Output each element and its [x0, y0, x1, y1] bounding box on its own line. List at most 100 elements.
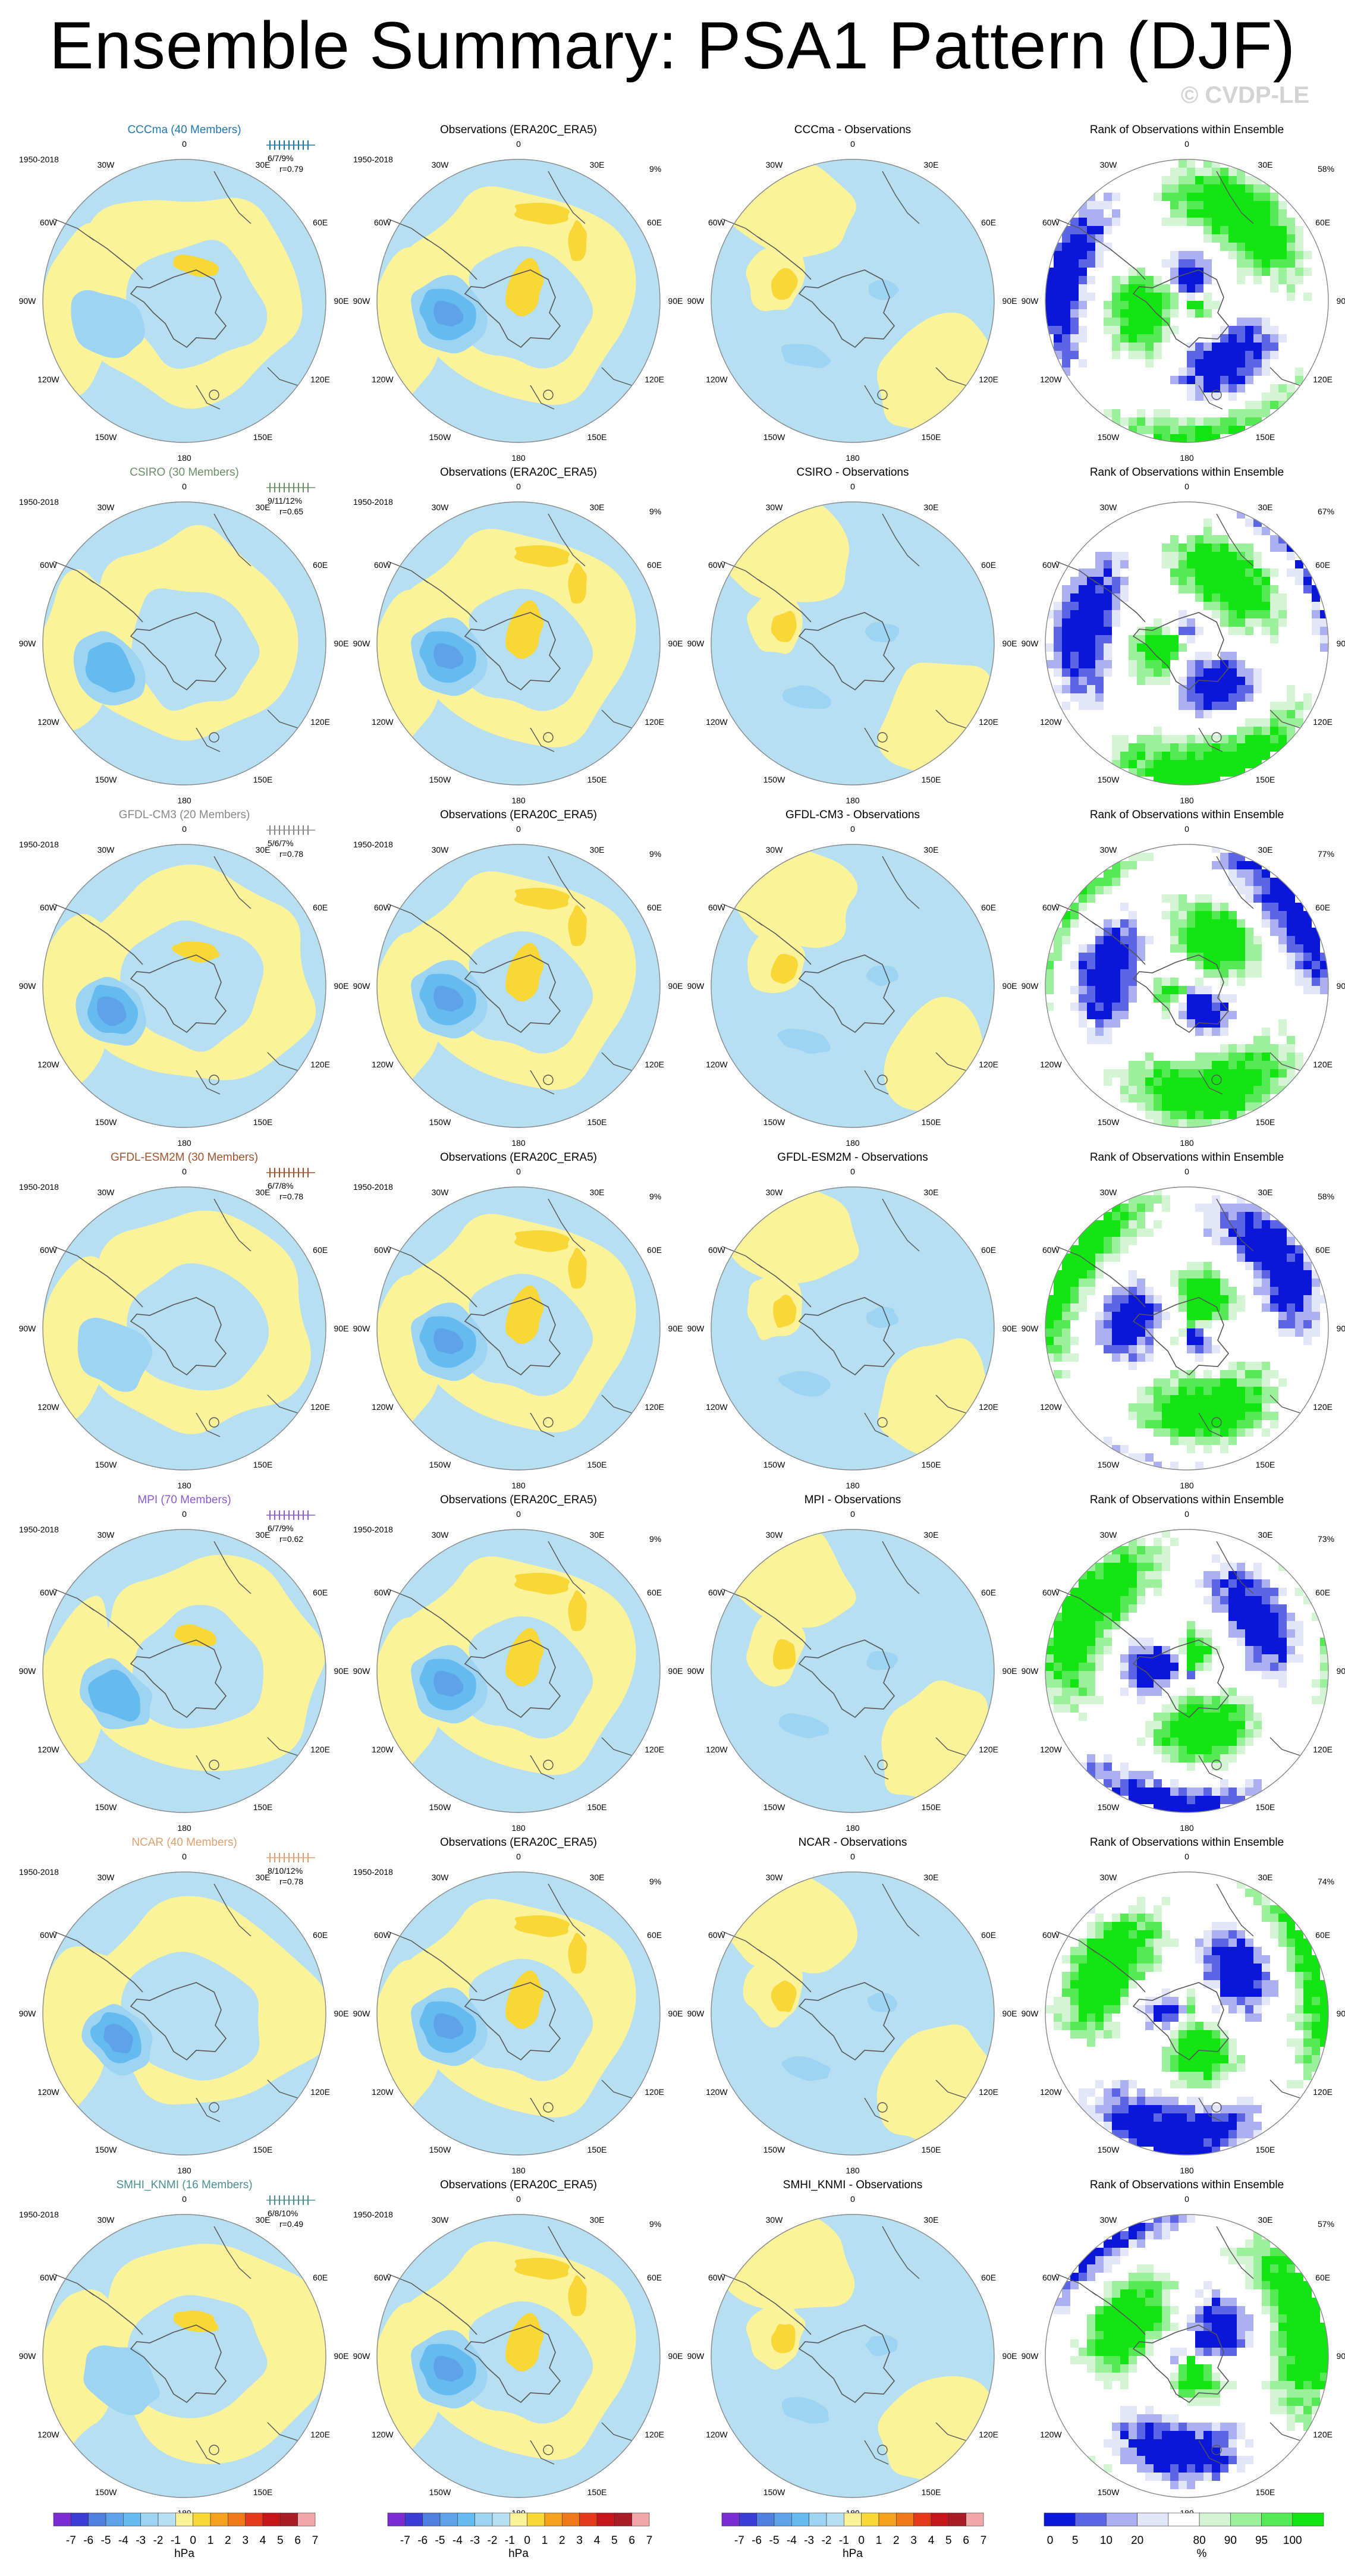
- longitude-label: 90E: [334, 2351, 349, 2361]
- longitude-label: 60W: [708, 1245, 725, 1255]
- years-label: 1950-2018: [19, 1867, 59, 1877]
- longitude-label: 30E: [255, 1530, 271, 1540]
- longitude-label: 120W: [706, 1060, 728, 1069]
- colorbar-tick: 10: [1099, 2534, 1113, 2547]
- member-spread-plot: [266, 825, 315, 835]
- pattern-correlation: r=0.78: [279, 849, 304, 859]
- longitude-label: 150W: [95, 774, 117, 784]
- low-pressure-center: [433, 643, 464, 670]
- longitude-label: 150E: [1255, 1802, 1275, 1812]
- variance-stats: 9/11/12%: [268, 496, 303, 505]
- colorbar-swatches: [53, 2512, 316, 2527]
- variance-stats: 6/7/8%: [268, 1181, 294, 1190]
- colorbar-tick: -7: [400, 2534, 410, 2547]
- longitude-label: 30W: [97, 1873, 115, 1883]
- longitude-label: 0: [182, 1167, 187, 1176]
- longitude-label: 0: [182, 1852, 187, 1861]
- longitude-label: 60W: [39, 1245, 57, 1255]
- panel-title: Observations (ERA20C_ERA5): [440, 466, 597, 479]
- longitude-label: 120W: [37, 375, 59, 384]
- longitude-label: 150E: [253, 2144, 273, 2154]
- longitude-label: 120E: [310, 2087, 330, 2097]
- longitude-label: 150E: [921, 432, 941, 442]
- longitude-label: 30E: [1258, 845, 1273, 855]
- rank-percent: 57%: [1318, 2219, 1335, 2229]
- longitude-label: 60W: [1042, 2273, 1060, 2282]
- low-pressure-center: [781, 344, 831, 369]
- colorbar-tick: 4: [593, 2534, 601, 2547]
- longitude-label: 180: [846, 2166, 860, 2175]
- longitude-label: 180: [177, 453, 191, 463]
- low-pressure-center: [71, 290, 145, 358]
- longitude-label: 120W: [37, 2087, 59, 2097]
- panel-title: NCAR - Observations: [798, 1836, 907, 1849]
- high-pressure-center: [514, 202, 570, 225]
- longitude-label: 60E: [647, 903, 662, 912]
- longitude-label: 180: [511, 1823, 526, 1833]
- panel-title: Rank of Observations within Ensemble: [1089, 1151, 1284, 1164]
- map-boundary: [376, 1871, 661, 2156]
- colorbar-tick: -2: [821, 2534, 832, 2547]
- longitude-label: 120W: [706, 2087, 728, 2097]
- years-label: 1950-2018: [353, 497, 393, 507]
- high-pressure-center: [514, 1572, 570, 1595]
- polar-map: [42, 844, 326, 1128]
- longitude-label: 60E: [1315, 1588, 1331, 1597]
- rank-percent: 74%: [1318, 1877, 1335, 1886]
- longitude-label: 30E: [1258, 2215, 1273, 2225]
- longitude-label: 120E: [979, 2430, 998, 2439]
- colorbar-tick: 80: [1193, 2534, 1206, 2547]
- longitude-label: 180: [846, 1823, 860, 1833]
- polar-map: [42, 2214, 326, 2498]
- longitude-label: 150W: [763, 2487, 785, 2497]
- longitude-label: 120E: [979, 375, 998, 384]
- panel-title: CCCma (40 Members): [127, 124, 241, 136]
- longitude-label: 120E: [645, 717, 664, 727]
- longitude-label: 150W: [763, 774, 785, 784]
- longitude-label: 150W: [1097, 432, 1120, 442]
- longitude-label: 120E: [1313, 1402, 1333, 1412]
- rank-panel: Rank of Observations within Ensemble 0 30E…: [1020, 2179, 1345, 2518]
- longitude-label: 0: [182, 1509, 187, 1519]
- longitude-label: 90W: [18, 1666, 36, 1676]
- hpa-colorbar: -7 -6 -5 -4 -3 -2 -1 0 1 2 3 4 5 6 7 hPa: [387, 2511, 652, 2576]
- years-label: 1950-2018: [353, 2210, 393, 2219]
- difference-panel: NCAR - Observations 0 30E 60E 90E 120E 150E 180…: [686, 1836, 1019, 2175]
- longitude-label: 150E: [587, 2144, 607, 2154]
- longitude-label: 120W: [706, 1745, 728, 1754]
- longitude-label: 90W: [1021, 981, 1039, 991]
- longitude-label: 0: [1184, 482, 1189, 491]
- longitude-label: 30E: [589, 1873, 605, 1883]
- longitude-label: 150W: [429, 2487, 451, 2497]
- longitude-label: 30W: [97, 1530, 115, 1540]
- longitude-label: 60E: [647, 1930, 662, 1940]
- longitude-label: 120E: [979, 1745, 998, 1754]
- colorbar-tick: 7: [980, 2534, 987, 2547]
- longitude-label: 90W: [1021, 639, 1039, 648]
- longitude-label: 60E: [647, 560, 662, 570]
- longitude-label: 120E: [310, 1745, 330, 1754]
- longitude-label: 60W: [39, 1930, 57, 1940]
- longitude-label: 0: [516, 824, 521, 834]
- longitude-label: 90E: [668, 1324, 683, 1333]
- low-pressure-center: [782, 685, 831, 709]
- longitude-label: 120E: [645, 1060, 664, 1069]
- longitude-label: 60W: [373, 560, 391, 570]
- longitude-label: 120E: [979, 1402, 998, 1412]
- colorbar-unit: hPa: [174, 2547, 194, 2560]
- longitude-label: 60W: [1042, 1588, 1060, 1597]
- high-pressure-center: [771, 953, 798, 984]
- longitude-label: 30E: [1258, 1530, 1273, 1540]
- colorbar-tick: -1: [170, 2534, 181, 2547]
- longitude-label: 30W: [765, 160, 783, 170]
- hpa-colorbar: -7 -6 -5 -4 -3 -2 -1 0 1 2 3 4 5 6 7 hPa: [53, 2511, 318, 2576]
- colorbar-tick: 90: [1224, 2534, 1237, 2547]
- longitude-label: 30W: [1099, 1873, 1117, 1883]
- map-boundary: [376, 159, 661, 443]
- longitude-label: 0: [1184, 1167, 1189, 1176]
- longitude-label: 0: [182, 139, 187, 149]
- longitude-label: 180: [1180, 2166, 1194, 2175]
- longitude-label: 150E: [921, 1802, 941, 1812]
- model-panel: MPI (70 Members) 1950-2018 0 30E 60E 90E 120E 1…: [18, 1494, 351, 1833]
- longitude-label: 90W: [1021, 296, 1039, 306]
